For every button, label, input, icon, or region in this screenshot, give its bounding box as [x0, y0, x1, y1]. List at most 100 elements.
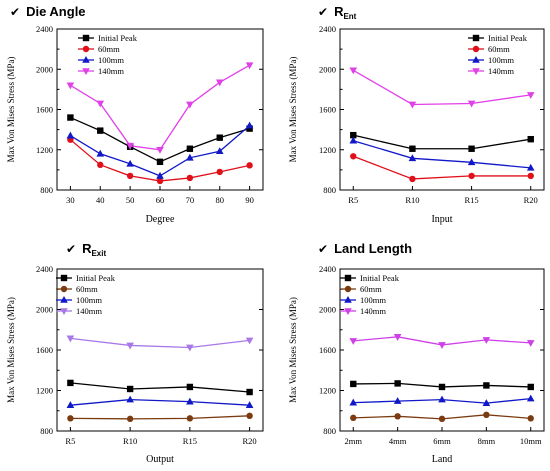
series-1 [350, 380, 534, 391]
chart-title-text: R [334, 4, 344, 19]
data-point [126, 385, 134, 393]
legend-marker [82, 56, 90, 63]
check-icon: ✔ [318, 242, 328, 256]
y-axis-label: Max Von Mises Stress (MPa) [6, 297, 16, 403]
series-4 [66, 62, 254, 154]
x-tick-label: 60 [156, 195, 165, 205]
data-point [66, 401, 75, 408]
data-point [126, 159, 134, 167]
x-tick-label: R5 [65, 436, 75, 446]
data-point [349, 398, 358, 406]
y-tick-label: 1200 [319, 386, 336, 396]
series-4 [66, 335, 254, 352]
data-point [156, 171, 164, 179]
legend-label: 60mm [488, 44, 510, 54]
data-point [96, 100, 105, 108]
data-point [67, 379, 74, 387]
data-point [394, 380, 401, 387]
legend-marker [472, 56, 480, 63]
data-point [186, 153, 194, 161]
legend-label: 100mm [360, 295, 386, 305]
legend-label: 140mm [76, 306, 102, 316]
data-point [468, 145, 475, 152]
data-point [245, 121, 254, 129]
data-point [97, 127, 104, 134]
series-3 [349, 136, 535, 171]
y-tick-label: 1200 [319, 145, 336, 155]
data-point [186, 397, 194, 405]
data-point [156, 177, 164, 185]
chart-title: ✔ REnt [318, 4, 357, 21]
x-tick-label: 4mm [389, 436, 407, 446]
data-point [350, 153, 357, 160]
data-point [350, 131, 357, 139]
data-point [66, 82, 75, 90]
x-tick-label: R15 [183, 436, 197, 446]
data-point [408, 101, 417, 109]
data-point [483, 411, 490, 418]
x-tick-label: 50 [126, 195, 135, 205]
data-point [246, 162, 253, 169]
series-1 [350, 131, 534, 152]
y-tick-label: 1600 [319, 105, 336, 115]
data-point [393, 334, 402, 341]
legend-label: 60mm [76, 284, 98, 294]
data-point [246, 125, 253, 132]
series-line [352, 69, 531, 106]
x-tick-label: R15 [464, 195, 478, 205]
legend-marker [344, 308, 352, 315]
x-tick-label: R5 [348, 195, 358, 205]
check-icon: ✔ [10, 5, 20, 19]
series-line [353, 155, 531, 180]
data-point [67, 114, 74, 121]
data-point [126, 395, 134, 403]
data-point [527, 415, 534, 422]
y-tick-label: 2400 [319, 24, 336, 34]
legend-label: Initial Peak [76, 273, 116, 283]
x-tick-label: 80 [215, 195, 224, 205]
legend-marker [344, 296, 352, 303]
series-1 [67, 114, 253, 166]
series-line [70, 415, 250, 420]
chart-panel-1: ✔ Die Angle 800 1200 1600 2000 2400 30 40 50 60 70 8… [6, 4, 264, 225]
legend-marker [60, 308, 68, 315]
legend-label: 100mm [488, 55, 514, 65]
y-tick-label: 2000 [36, 305, 53, 315]
data-point [394, 413, 401, 420]
series-2 [67, 412, 253, 423]
data-point [245, 62, 254, 70]
plot-frame [56, 28, 264, 191]
legend-label: 140mm [488, 66, 514, 76]
series-4 [349, 67, 535, 109]
x-tick-label: R10 [123, 436, 137, 446]
legend-marker [82, 34, 90, 42]
series-3 [349, 394, 535, 406]
data-point [393, 397, 402, 404]
data-point [483, 382, 490, 389]
x-axis-label: Output [146, 454, 174, 465]
data-point [186, 383, 194, 391]
x-tick-label: 6mm [433, 436, 451, 446]
y-tick-label: 800 [40, 185, 53, 195]
data-point [467, 158, 476, 166]
data-point [527, 135, 534, 143]
series-line [353, 140, 531, 169]
data-point [482, 399, 491, 406]
data-point [126, 142, 134, 150]
y-tick-label: 2000 [36, 64, 53, 74]
data-point [126, 172, 134, 180]
legend-marker [472, 34, 480, 42]
x-tick-label: 40 [96, 195, 105, 205]
data-point [527, 383, 534, 391]
legend-marker [82, 68, 90, 75]
y-tick-label: 2400 [319, 264, 336, 274]
legend-marker [472, 45, 480, 53]
data-point [186, 101, 194, 109]
data-point [67, 415, 74, 422]
series-1 [67, 379, 253, 396]
legend-marker [60, 296, 68, 303]
data-point [156, 158, 164, 166]
legend-label: 140mm [98, 66, 124, 76]
legend-label: 140mm [360, 306, 386, 316]
